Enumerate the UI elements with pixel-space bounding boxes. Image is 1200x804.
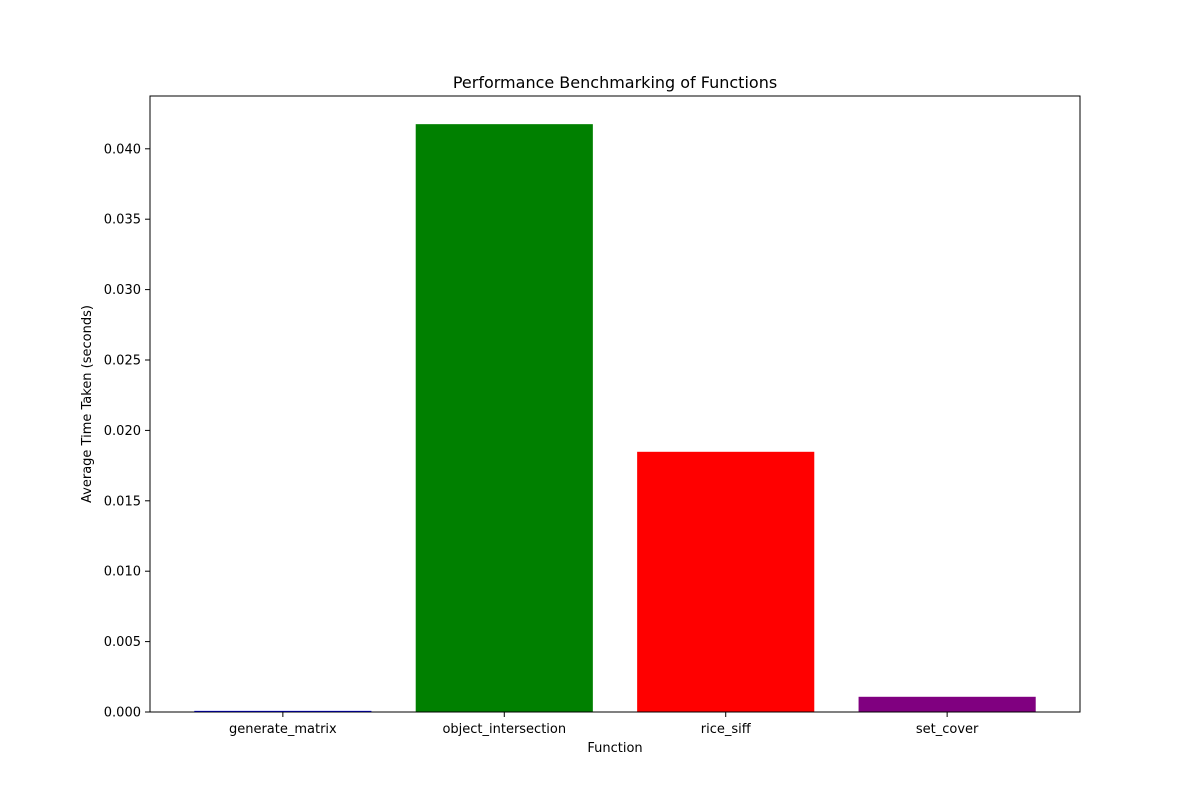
plot-area: 0.000 0.005 0.010 0.015 0.020 0.025 0.030 0.035… [104, 95, 1081, 737]
x-tick-label: generate_matrix [229, 722, 337, 737]
y-tick-label: 0.015 [104, 494, 141, 509]
bar-set-cover [858, 696, 1036, 712]
bar-rice-siff [637, 451, 815, 712]
x-tick-label: set_cover [916, 722, 979, 737]
bar-object-intersection [415, 124, 593, 712]
chart-title: Performance Benchmarking of Functions [453, 73, 777, 92]
y-tick-label: 0.005 [104, 635, 141, 650]
y-tick-label: 0.040 [104, 142, 141, 157]
axes-frame [149, 95, 1081, 713]
y-tick-label: 0.025 [104, 354, 141, 369]
y-tick-label: 0.020 [104, 424, 141, 439]
y-tick-label: 0.000 [104, 706, 141, 721]
y-tick-label: 0.035 [104, 213, 141, 228]
y-tick-label: 0.010 [104, 565, 141, 580]
x-tick-label: object_intersection [442, 722, 566, 737]
y-axis-label: Average Time Taken (seconds) [80, 305, 95, 503]
bar-generate-matrix [194, 710, 372, 712]
x-axis-label: Function [587, 741, 642, 756]
y-tick-label: 0.030 [104, 283, 141, 298]
x-tick-label: rice_siff [701, 722, 752, 737]
